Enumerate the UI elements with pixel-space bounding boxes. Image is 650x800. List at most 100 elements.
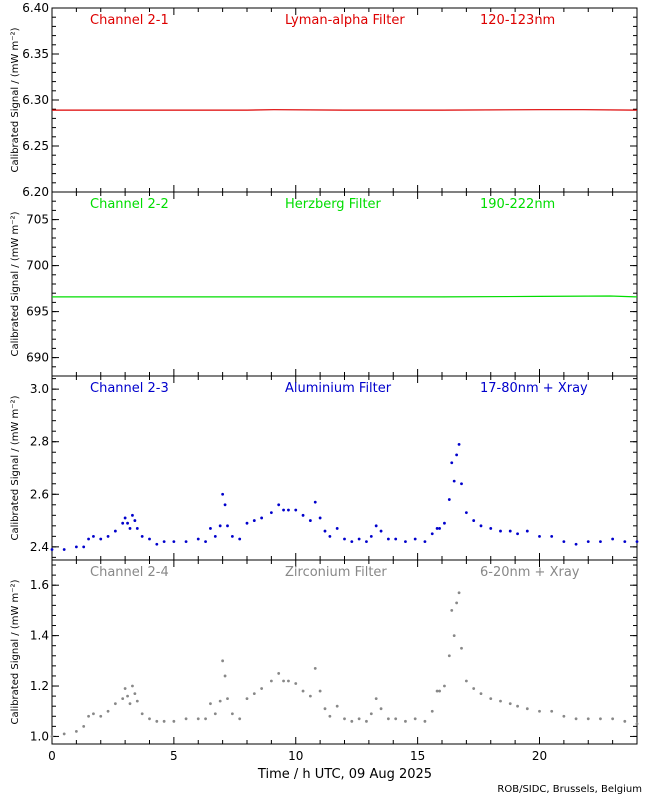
data-point	[294, 508, 298, 512]
data-point	[62, 732, 66, 736]
data-point	[611, 717, 615, 721]
data-point	[213, 534, 217, 538]
panel-frame	[51, 375, 638, 561]
data-point	[277, 503, 281, 507]
data-point	[221, 492, 225, 496]
data-point	[460, 482, 463, 486]
data-point	[196, 537, 200, 541]
data-point	[447, 654, 451, 658]
data-point	[87, 714, 90, 718]
credit-text: ROB/SIDC, Brussels, Belgium	[497, 784, 642, 795]
data-point	[301, 513, 305, 517]
y-tick-label: 695	[26, 305, 49, 319]
data-point	[562, 540, 566, 543]
data-point	[269, 511, 273, 515]
data-point	[209, 702, 212, 706]
data-point	[135, 527, 139, 530]
data-point	[140, 534, 144, 538]
y-tick-label: 3.0	[30, 382, 49, 396]
data-point	[357, 537, 361, 541]
data-point	[479, 692, 483, 695]
data-point	[128, 527, 132, 530]
data-point	[308, 694, 312, 698]
data-point	[443, 684, 446, 688]
panels: 6.20 6.25 6.30 6.35 6.40 Calibrated Signal / …	[10, 1, 639, 763]
filter-label: Herzberg Filter	[285, 197, 382, 212]
data-point	[126, 694, 129, 698]
data-point	[550, 534, 554, 538]
data-point	[350, 719, 354, 723]
data-point	[457, 591, 461, 595]
y-tick-label: 2.8	[30, 435, 49, 449]
data-point	[455, 601, 459, 605]
data-point	[508, 702, 512, 706]
data-point	[464, 679, 468, 683]
channel-label: Channel 2-2	[90, 197, 169, 212]
data-point	[423, 719, 427, 723]
y-axis-label: Calibrated Signal / (mW m⁻²)	[10, 579, 21, 724]
band-label: 190-222nm	[480, 197, 555, 212]
data-point	[223, 503, 227, 507]
panel-1: 6.20 6.25 6.30 6.35 6.40 Calibrated Signal / …	[10, 1, 638, 199]
data-point	[472, 687, 476, 690]
data-point	[369, 712, 373, 716]
data-point	[92, 712, 95, 716]
data-point	[140, 712, 144, 716]
data-point	[452, 634, 456, 638]
data-point	[562, 714, 566, 718]
data-point	[460, 646, 463, 650]
data-point	[196, 717, 200, 721]
data-point	[133, 519, 137, 522]
y-tick-label: 1.0	[30, 729, 49, 743]
data-point	[538, 709, 541, 713]
data-point	[245, 697, 249, 701]
data-point	[260, 516, 264, 520]
data-point	[365, 540, 368, 543]
data-point	[155, 542, 159, 546]
band-label: 6-20nm + Xray	[480, 565, 580, 580]
y-tick-label: 6.30	[22, 93, 49, 107]
data-point	[238, 537, 242, 541]
panel-2: 690 695 700 705 Calibrated Signal / (mW m⁻²)…	[10, 191, 638, 377]
data-point	[413, 537, 417, 541]
data-point	[479, 524, 483, 528]
data-point	[162, 719, 166, 723]
y-tick-label: 705	[26, 213, 49, 227]
data-point	[369, 534, 373, 538]
data-point	[218, 524, 222, 528]
data-point	[525, 707, 529, 711]
data-point	[287, 508, 290, 512]
data-point	[599, 717, 602, 721]
y-tick-label: 1.2	[30, 679, 49, 693]
data-point	[209, 527, 212, 530]
data-point	[287, 679, 290, 683]
data-point	[635, 540, 639, 543]
data-point	[586, 717, 590, 721]
data-point	[623, 540, 627, 543]
data-point	[106, 709, 110, 713]
data-point	[230, 712, 234, 716]
data-point	[328, 714, 332, 718]
data-point	[464, 511, 468, 515]
data-point	[508, 529, 512, 533]
data-point	[430, 532, 434, 536]
data-point	[318, 516, 322, 520]
channel-label: Channel 2-3	[90, 381, 169, 396]
data-point	[123, 516, 127, 520]
panel-4: 0 5 10 15 20 1.0 1.2 1.4 1.6 Calibrated Signal / …	[10, 559, 639, 763]
data-point	[313, 666, 317, 670]
data-point	[635, 722, 639, 726]
data-point	[386, 717, 390, 721]
data-point	[184, 717, 188, 721]
data-point	[121, 521, 125, 525]
data-point	[328, 534, 332, 538]
data-point	[472, 519, 476, 522]
filter-label: Aluminium Filter	[285, 381, 392, 396]
data-point	[457, 442, 461, 446]
band-label: 120-123nm	[480, 13, 555, 28]
data-point	[489, 697, 493, 701]
data-point	[121, 697, 125, 701]
data-point	[489, 527, 493, 530]
data-point	[301, 689, 305, 693]
